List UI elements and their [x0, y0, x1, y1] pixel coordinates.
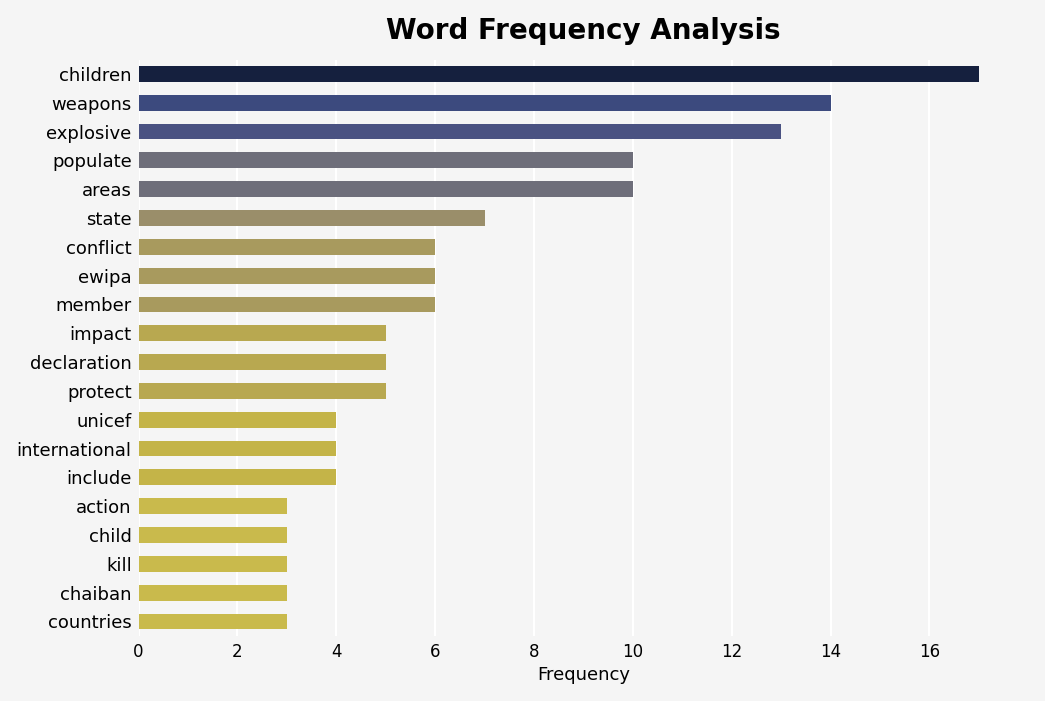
Bar — [139, 411, 336, 428]
Bar — [139, 325, 386, 341]
Bar — [139, 354, 386, 370]
Bar — [139, 297, 435, 313]
Bar — [139, 613, 287, 629]
Bar — [139, 268, 435, 283]
Bar — [139, 210, 485, 226]
Bar — [139, 585, 287, 601]
Bar — [139, 152, 633, 168]
Bar — [139, 470, 336, 485]
Bar — [139, 556, 287, 572]
Bar — [139, 498, 287, 514]
Bar — [139, 95, 831, 111]
Bar — [139, 383, 386, 399]
X-axis label: Frequency: Frequency — [537, 667, 630, 684]
Bar — [139, 182, 633, 197]
Title: Word Frequency Analysis: Word Frequency Analysis — [387, 17, 781, 45]
Bar — [139, 239, 435, 254]
Bar — [139, 66, 979, 82]
Bar — [139, 441, 336, 456]
Bar — [139, 527, 287, 543]
Bar — [139, 123, 782, 139]
